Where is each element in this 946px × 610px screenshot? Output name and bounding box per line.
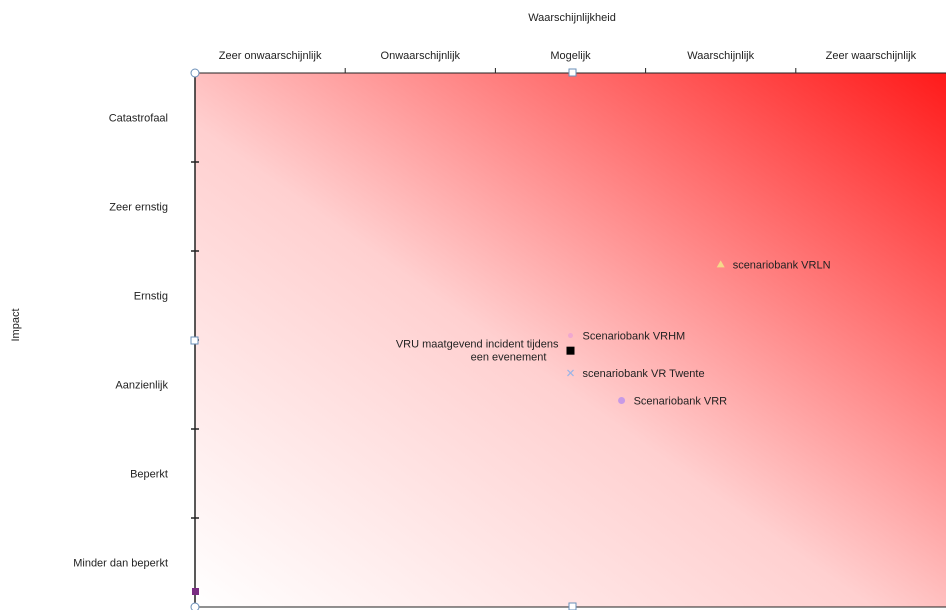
data-point-label: scenariobank VRLN [733,259,831,271]
data-point: scenariobank VRLN [716,259,831,271]
resize-handle-top-mid[interactable] [568,68,577,77]
data-point-label: Scenariobank VRR [634,396,728,408]
data-point-label: Scenariobank VRHM [583,331,686,343]
resize-handle-bottom-left[interactable] [190,602,200,610]
y-axis-title: Impact [10,308,22,341]
data-point-label: VRU maatgevend incident tijdens een evene… [396,339,559,364]
circle-marker [568,333,573,339]
x-axis-title: Waarschijnlijkheid [528,12,616,24]
x-tick-label: Zeer onwaarschijnlijk [219,50,322,62]
data-point-label: scenariobank VR Twente [583,368,705,380]
x-tick-label: Onwaarschijnlijk [381,50,461,62]
cross-marker [567,369,574,377]
plot-area [195,73,946,607]
resize-handle-top-left[interactable] [190,68,200,78]
triangle-marker [716,260,725,268]
circle-marker [618,397,626,405]
y-tick-label: Minder dan beperkt [73,558,168,570]
y-tick-label: Aanzienlijk [115,380,168,392]
square-marker [566,346,575,355]
y-tick-label: Zeer ernstig [109,202,168,214]
y-axis-tick-labels: Minder dan beperkt Beperkt Aanzienlijk Erns… [73,113,168,570]
x-axis-tick-labels: Zeer onwaarschijnlijk Onwaarschijnlijk Mog… [219,50,917,62]
data-point: VRU maatgevend incident tijdens een evene… [396,339,575,364]
data-point: Scenariobank VRR [618,396,727,408]
y-tick-label: Beperkt [130,469,168,481]
data-point: Scenariobank VRHM [568,331,685,343]
x-tick-label: Mogelijk [550,50,591,62]
resize-handle-left-mid[interactable] [190,336,199,345]
data-points: scenariobank VRLN Scenariobank VRHM VRU ma… [396,259,831,407]
y-tick-label: Catastrofaal [109,113,168,125]
resize-handle-bottom-mid[interactable] [568,602,577,610]
x-tick-label: Waarschijnlijk [687,50,754,62]
x-tick-label: Zeer waarschijnlijk [826,50,917,62]
rotate-handle[interactable] [192,588,199,595]
y-tick-label: Ernstig [134,291,168,303]
data-point: scenariobank VR Twente [567,368,705,380]
